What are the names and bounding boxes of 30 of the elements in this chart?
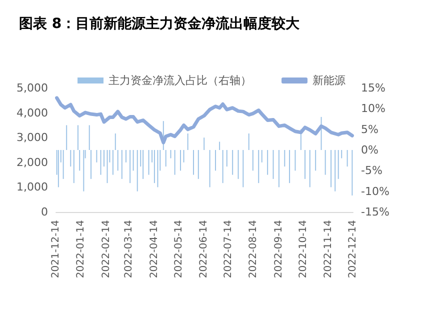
y2-tick-label: 10% — [361, 102, 386, 116]
chart-title: 图表 8：目前新能源主力资金净流出幅度较大 — [19, 15, 301, 32]
y2-tick-label: 15% — [361, 82, 386, 94]
y2-tick-label: -5% — [361, 164, 382, 178]
x-tick-label: 2022-09-14 — [273, 220, 284, 278]
y-tick-label: 1,000 — [16, 180, 48, 194]
x-tick-label: 2021-12-14 — [50, 220, 62, 278]
y2-tick-label: 5% — [361, 122, 378, 136]
y-tick-label: 5,000 — [16, 82, 48, 94]
y-tick-label: 2,000 — [16, 156, 48, 169]
x-tick-label: 2022-06-14 — [198, 220, 210, 278]
y2-tick-label: 0% — [361, 144, 378, 156]
y2-tick-label: -10% — [361, 184, 390, 198]
y2-tick-label: -15% — [361, 206, 390, 218]
x-tick-label: 2022-02-14 — [100, 220, 112, 278]
x-tick-label: 2022-08-14 — [248, 220, 260, 278]
line-series — [55, 96, 354, 144]
x-tick-label: 2022-01-14 — [76, 220, 87, 278]
y-tick-label: 4,000 — [16, 106, 48, 120]
legend-label: 新能源 — [312, 74, 346, 87]
y-tick-label: 0 — [41, 206, 48, 218]
x-tick-label: 2022-05-14 — [173, 220, 184, 278]
x-tick-label: 2022-11-14 — [323, 220, 334, 278]
x-tick-label: 2022-07-14 — [223, 220, 234, 278]
y-tick-label: 3,000 — [16, 131, 48, 144]
x-tick-label: 2022-04-14 — [148, 220, 160, 278]
x-tick-label: 2022-10-14 — [298, 220, 309, 278]
x-tick-label: 2022-03-14 — [124, 220, 135, 278]
x-tick-label: 2022-12-14 — [348, 220, 358, 278]
legend-label: 主力资金净流入占比（右轴） — [108, 74, 252, 87]
